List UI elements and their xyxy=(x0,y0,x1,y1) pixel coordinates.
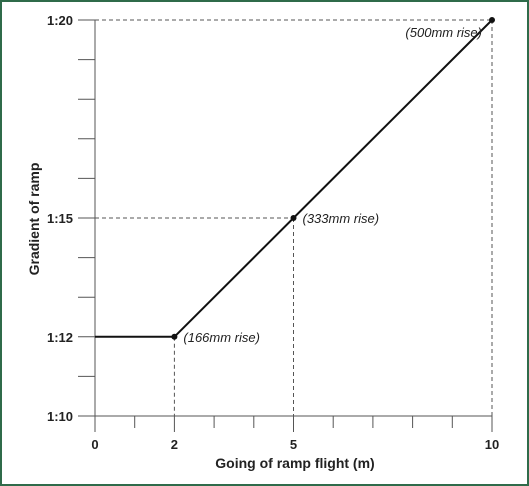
y-tick-label: 1:20 xyxy=(47,13,73,28)
rise-annotation: (500mm rise) xyxy=(405,25,482,40)
x-tick-label: 0 xyxy=(91,437,98,452)
x-tick-label: 2 xyxy=(171,437,178,452)
rise-annotation: (333mm rise) xyxy=(303,211,380,226)
y-tick-label: 1:10 xyxy=(47,409,73,424)
data-point xyxy=(290,215,297,221)
x-axis-title: Going of ramp flight (m) xyxy=(215,455,374,471)
data-point xyxy=(171,333,178,340)
y-tick-label: 1:15 xyxy=(47,211,73,226)
data-point xyxy=(489,17,495,23)
y-tick-label: 1:12 xyxy=(47,330,73,345)
x-tick-label: 5 xyxy=(290,437,297,452)
x-tick-label: 10 xyxy=(485,437,499,452)
y-axis-title: Gradient of ramp xyxy=(26,163,42,276)
rise-annotation: (166mm rise) xyxy=(183,330,260,345)
gradient-series-line xyxy=(95,19,493,338)
